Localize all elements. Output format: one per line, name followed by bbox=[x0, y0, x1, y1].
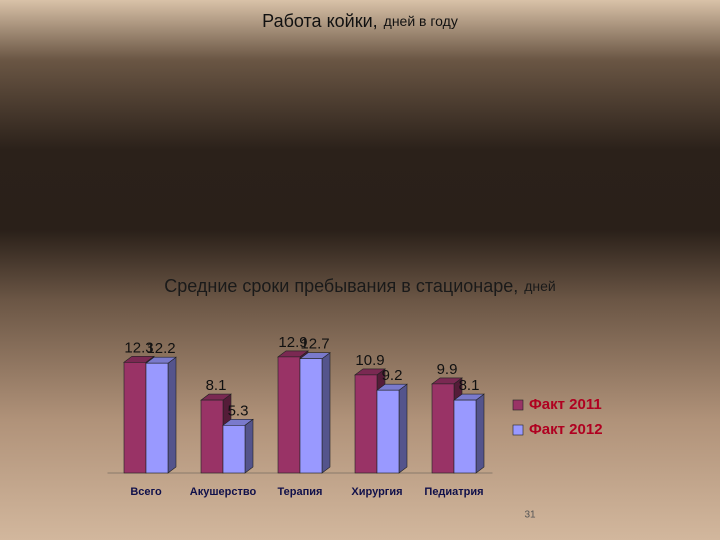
bar bbox=[222, 424, 246, 474]
bar-side bbox=[475, 393, 485, 474]
data-label: 12.2 bbox=[146, 340, 175, 357]
subtitle-unit: дней bbox=[524, 278, 556, 294]
bar bbox=[123, 361, 147, 474]
x-tick-label: Всего bbox=[130, 486, 162, 498]
bar-side bbox=[321, 352, 331, 474]
bar bbox=[354, 374, 378, 474]
bar bbox=[200, 399, 224, 474]
x-tick-label: Хирургия bbox=[351, 486, 402, 498]
data-label: 9.9 bbox=[437, 361, 458, 378]
bar bbox=[376, 389, 400, 474]
bar bbox=[277, 356, 301, 474]
subtitle-main: Средние сроки пребывания в стационаре, bbox=[164, 276, 518, 296]
bar-side bbox=[244, 418, 254, 474]
data-label: 12.9 bbox=[278, 334, 307, 351]
legend-label: Факт 2011 bbox=[529, 396, 602, 413]
chart-subtitle: Средние сроки пребывания в стационаре, дн… bbox=[164, 276, 556, 296]
x-tick-label: Педиатрия bbox=[424, 486, 483, 498]
title-unit: дней в году bbox=[384, 13, 458, 29]
title-main: Работа койки, bbox=[262, 11, 377, 31]
chart-title: Работа койки, дней в году bbox=[262, 11, 458, 31]
bar-side bbox=[167, 356, 177, 474]
bar bbox=[299, 358, 323, 474]
page-number: 31 bbox=[524, 510, 536, 521]
bar bbox=[453, 399, 477, 474]
bar bbox=[431, 383, 455, 474]
x-tick-label: Терапия bbox=[278, 486, 323, 498]
data-label: 5.3 bbox=[228, 402, 249, 419]
data-label: 8.1 bbox=[459, 377, 480, 394]
data-label: 10.9 bbox=[355, 352, 384, 369]
legend-swatch bbox=[512, 424, 524, 436]
bar bbox=[145, 362, 169, 474]
data-label: 8.1 bbox=[206, 377, 227, 394]
data-label: 12.7 bbox=[300, 336, 329, 353]
data-label: 12.3 bbox=[124, 339, 153, 356]
data-label: 9.2 bbox=[382, 367, 403, 384]
legend-label: Факт 2012 bbox=[529, 421, 603, 438]
legend-swatch bbox=[512, 399, 524, 411]
bar-side bbox=[398, 383, 408, 474]
x-tick-label: Акушерство bbox=[190, 486, 257, 498]
